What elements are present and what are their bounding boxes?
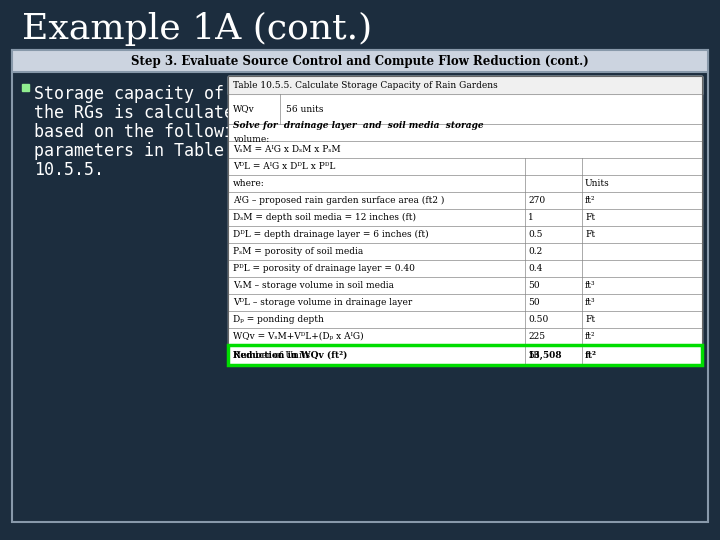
Text: PᴰL = porosity of drainage layer = 0.40: PᴰL = porosity of drainage layer = 0.40: [233, 264, 415, 273]
Text: VₛM – storage volume in soil media: VₛM – storage volume in soil media: [233, 281, 394, 290]
Text: 10.5.5.: 10.5.5.: [34, 161, 104, 179]
Text: 1: 1: [528, 213, 534, 222]
Text: Reduction in WQv (ft²): Reduction in WQv (ft²): [233, 350, 347, 360]
Text: ft²: ft²: [585, 350, 597, 360]
Text: 0.5: 0.5: [528, 230, 542, 239]
Text: 56 units: 56 units: [286, 105, 323, 113]
Text: ft²: ft²: [585, 332, 595, 341]
Text: 225: 225: [528, 332, 545, 341]
Text: Step 3. Evaluate Source Control and Compute Flow Reduction (cont.): Step 3. Evaluate Source Control and Comp…: [131, 55, 589, 68]
Text: Storage capacity of: Storage capacity of: [34, 85, 224, 103]
Text: parameters in Table: parameters in Table: [34, 142, 224, 160]
Text: Solve for  drainage layer  and  soil media  storage: Solve for drainage layer and soil media …: [233, 121, 484, 130]
Text: 56: 56: [528, 350, 539, 360]
Text: WQv = VₛM+VᴰL+(Dₚ x AᴵG): WQv = VₛM+VᴰL+(Dₚ x AᴵG): [233, 332, 364, 341]
Bar: [228, 76, 702, 365]
Text: VᴰL = AᴵG x DᴰL x PᴰL: VᴰL = AᴵG x DᴰL x PᴰL: [233, 162, 336, 171]
Text: Ft: Ft: [585, 213, 595, 222]
Text: 50: 50: [528, 298, 539, 307]
Text: the RGs is calculated: the RGs is calculated: [34, 104, 244, 122]
Bar: [22, 84, 29, 91]
Text: VₛM = AᴵG x DₛM x PₛM: VₛM = AᴵG x DₛM x PₛM: [233, 145, 341, 154]
Text: 0.50: 0.50: [528, 315, 548, 324]
FancyBboxPatch shape: [12, 50, 708, 72]
Text: PₛM = porosity of soil media: PₛM = porosity of soil media: [233, 247, 364, 256]
Text: where:: where:: [233, 179, 265, 188]
Text: Table 10.5.5. Calculate Storage Capacity of Rain Gardens: Table 10.5.5. Calculate Storage Capacity…: [233, 80, 498, 90]
Text: volume:: volume:: [233, 135, 269, 144]
Text: ft³: ft³: [585, 298, 595, 307]
Text: 0.4: 0.4: [528, 264, 542, 273]
Text: 50: 50: [528, 281, 539, 290]
Text: 13,508: 13,508: [528, 350, 562, 360]
Text: Ft: Ft: [585, 230, 595, 239]
Text: DᴰL = depth drainage layer = 6 inches (ft): DᴰL = depth drainage layer = 6 inches (f…: [233, 230, 428, 239]
Text: Ft: Ft: [585, 315, 595, 324]
Text: Example 1A (cont.): Example 1A (cont.): [22, 12, 372, 46]
Text: Units: Units: [585, 179, 610, 188]
Text: DₛM = depth soil media = 12 inches (ft): DₛM = depth soil media = 12 inches (ft): [233, 213, 416, 222]
Text: 270: 270: [528, 196, 545, 205]
Text: AᴵG – proposed rain garden surface area (ft2 ): AᴵG – proposed rain garden surface area …: [233, 196, 444, 205]
Text: ft³: ft³: [585, 281, 595, 290]
Text: based on the following: based on the following: [34, 123, 254, 141]
Bar: [228, 76, 702, 94]
Text: WQv: WQv: [233, 105, 255, 113]
Text: ft²: ft²: [585, 196, 595, 205]
Text: 0.2: 0.2: [528, 247, 542, 256]
Text: VᴰL – storage volume in drainage layer: VᴰL – storage volume in drainage layer: [233, 298, 413, 307]
Text: Dₚ = ponding depth: Dₚ = ponding depth: [233, 315, 324, 324]
Text: Number of Units: Number of Units: [233, 350, 310, 360]
